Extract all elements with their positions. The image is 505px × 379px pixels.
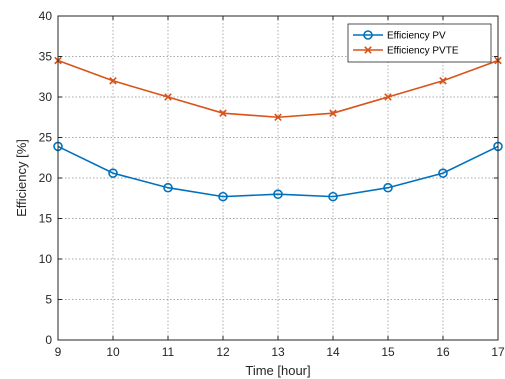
data-point: [218, 191, 228, 202]
data-point: [109, 77, 117, 85]
y-axis-label: Efficiency [%]: [14, 139, 29, 217]
legend-entry: Efficiency PVTE: [353, 46, 459, 57]
axis-ticks: 9 10 11 12 13 14 15 16 17 0 5 10 15 20 25 30 35 40: [39, 9, 505, 359]
y-tick-label: 5: [45, 293, 52, 307]
x-tick-label: 10: [106, 345, 120, 359]
legend-label: Efficiency PVTE: [387, 46, 459, 57]
y-tick-label: 30: [39, 90, 53, 104]
x-tick-label: 12: [216, 345, 230, 359]
y-tick-label: 35: [39, 50, 53, 64]
legend-entry: Efficiency PV: [353, 30, 446, 42]
x-tick-label: 14: [326, 345, 340, 359]
data-point: [108, 168, 118, 178]
data-point: [274, 113, 282, 122]
y-tick-label: 10: [39, 252, 53, 266]
y-tick-label: 15: [39, 212, 53, 226]
legend-marker: [363, 30, 373, 40]
data-point: [383, 182, 393, 193]
series-line: [57, 145, 499, 198]
x-tick-label: 13: [271, 345, 285, 359]
x-tick-label: 15: [381, 345, 395, 359]
data-point: [163, 182, 173, 193]
data-point: [438, 168, 448, 178]
data-point: [164, 93, 172, 101]
y-tick-label: 0: [45, 333, 52, 347]
y-tick-label: 25: [39, 131, 53, 145]
data-point: [384, 93, 392, 101]
grid-lines: [58, 16, 498, 340]
y-tick-label: 20: [39, 171, 53, 185]
legend-label: Efficiency PV: [387, 31, 446, 42]
legend: Efficiency PV Efficiency PVTE: [347, 23, 492, 63]
x-tick-label: 11: [162, 345, 175, 359]
data-point: [273, 189, 283, 199]
x-axis-label: Time [hour]: [245, 363, 310, 378]
data-point: [219, 109, 227, 117]
y-tick-label: 40: [39, 9, 53, 23]
legend-marker: [364, 46, 372, 54]
data-point: [439, 77, 447, 85]
legend-box: [347, 23, 492, 63]
x-tick-label: 9: [55, 345, 62, 359]
x-tick-label: 16: [436, 345, 450, 359]
data-point: [328, 191, 338, 202]
x-tick-label: 17: [491, 345, 505, 359]
data-point: [329, 109, 337, 117]
